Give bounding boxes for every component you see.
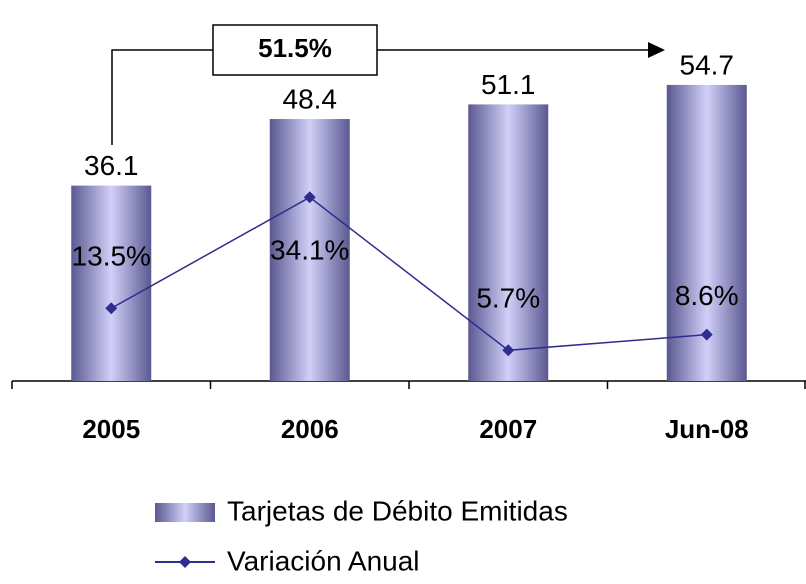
bar <box>71 185 152 381</box>
annotation-bracket <box>111 24 648 145</box>
legend-swatch <box>155 503 215 522</box>
annotation: 51.5% <box>258 33 332 63</box>
bracket-line <box>111 49 213 145</box>
value-label: 8.6% <box>675 280 739 311</box>
value-label: 5.7% <box>476 283 540 314</box>
x-tick-label: 2006 <box>281 414 339 444</box>
value-label: 36.1 <box>84 150 139 181</box>
value-label: 34.1% <box>270 235 349 266</box>
arrow-head <box>648 42 665 58</box>
legend-label: Tarjetas de Débito Emitidas <box>227 495 568 526</box>
value-label: 48.4 <box>283 83 338 114</box>
x-axis <box>11 380 806 389</box>
bar <box>269 119 350 382</box>
x-tick-label: 2005 <box>82 414 140 444</box>
annotation-box <box>212 24 378 76</box>
marker <box>105 302 118 315</box>
legend-label: Variación Anual <box>227 545 420 576</box>
legend-marker <box>179 556 191 568</box>
marker <box>303 191 316 204</box>
marker <box>700 328 713 341</box>
x-tick-label: 2007 <box>479 414 537 444</box>
line <box>110 196 707 352</box>
value-label: 13.5% <box>72 241 151 272</box>
value-label: 51.1 <box>481 69 536 100</box>
value-label: 54.7 <box>680 49 735 80</box>
bar <box>468 104 549 382</box>
x-tick-label: Jun-08 <box>665 414 749 444</box>
marker <box>502 344 515 357</box>
